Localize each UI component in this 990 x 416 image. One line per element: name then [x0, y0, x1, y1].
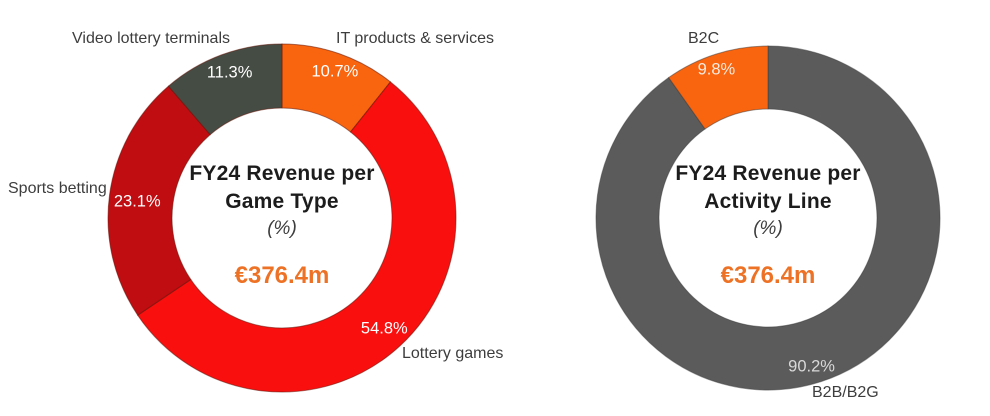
- slice-label-sports-betting: Sports betting: [8, 180, 107, 197]
- slice-percent-it-products-services: 10.7%: [311, 62, 359, 81]
- donut-game-type: [107, 43, 457, 393]
- slice-label-b2c: B2C: [688, 30, 720, 47]
- slice-label-it-products-services: IT products & services: [336, 30, 494, 47]
- slice-label-video-lottery-terminals: Video lottery terminals: [72, 30, 230, 47]
- slice-label-lottery-games: Lottery games: [402, 345, 504, 362]
- slice-lottery-games: [136, 81, 457, 393]
- donut-activity-line: [595, 45, 941, 391]
- slice-label-b2b-b2g: B2B/B2G: [812, 384, 879, 401]
- slice-percent-video-lottery-terminals: 11.3%: [206, 63, 253, 82]
- slice-video-lottery-terminals: [167, 43, 283, 136]
- slice-percent-b2b-b2g: 90.2%: [788, 357, 835, 376]
- slice-b2c: [667, 45, 769, 130]
- slice-percent-b2c: 9.8%: [697, 60, 736, 79]
- slice-percent-lottery-games: 54.8%: [360, 319, 408, 338]
- slice-percent-sports-betting: 23.1%: [113, 192, 161, 211]
- slice-b2b-b2g: [595, 45, 941, 391]
